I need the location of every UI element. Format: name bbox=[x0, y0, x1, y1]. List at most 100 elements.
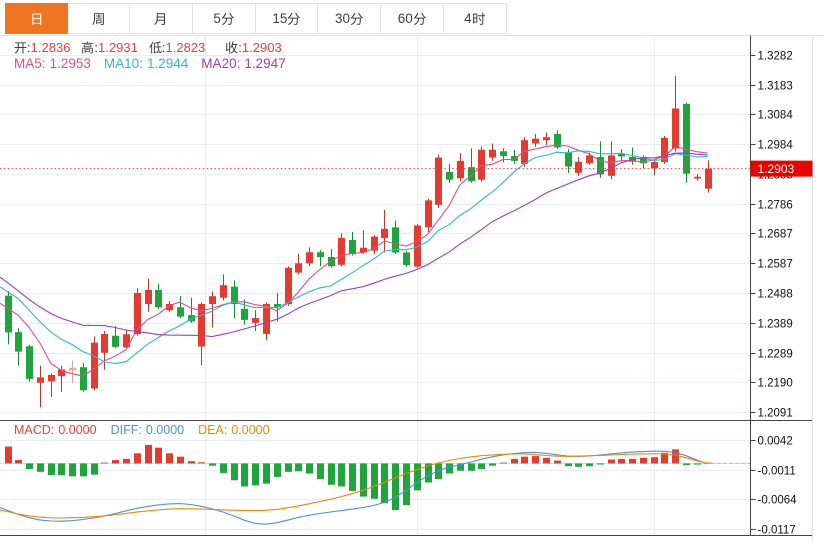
macd-bar bbox=[198, 462, 205, 464]
grid-lines bbox=[0, 36, 751, 536]
legend-label: MACD: bbox=[14, 423, 55, 437]
tab-5min[interactable]: 5 bbox=[193, 3, 256, 34]
tab-daily[interactable] bbox=[5, 3, 68, 34]
macd-bar bbox=[134, 453, 141, 464]
candle bbox=[457, 153, 464, 182]
candle bbox=[328, 248, 335, 268]
macd-bar bbox=[26, 463, 33, 470]
candle bbox=[403, 251, 410, 267]
cjk-glyph bbox=[221, 12, 234, 25]
tab-4hour[interactable]: 4 bbox=[443, 3, 507, 34]
cjk-glyph bbox=[154, 13, 166, 25]
macd-bar bbox=[457, 463, 464, 471]
price-plot-area[interactable] bbox=[0, 36, 751, 421]
legend-value: 1.2836 bbox=[30, 40, 71, 55]
candle bbox=[468, 148, 475, 183]
macd-bar bbox=[618, 458, 625, 464]
candle bbox=[177, 296, 184, 319]
macd-bar bbox=[468, 463, 475, 471]
candle bbox=[91, 336, 98, 390]
macd-bar bbox=[58, 463, 65, 476]
macd-bar bbox=[177, 456, 184, 464]
macd-bar bbox=[608, 459, 615, 464]
macd-bar bbox=[597, 463, 604, 465]
price-axis-label: 1.2587 bbox=[758, 259, 793, 271]
candle bbox=[705, 160, 712, 193]
candle bbox=[101, 330, 108, 370]
candle bbox=[5, 291, 12, 345]
macd-bar bbox=[629, 458, 636, 464]
macd-histogram bbox=[5, 444, 712, 511]
candle bbox=[371, 235, 378, 254]
macd-bar bbox=[392, 463, 399, 511]
candle bbox=[349, 231, 356, 256]
macd-bar bbox=[241, 463, 248, 487]
macd-bar bbox=[554, 460, 561, 464]
macd-legend-dea: DEA: 0.0000 bbox=[198, 423, 269, 437]
macd-bar bbox=[349, 463, 356, 491]
candle bbox=[683, 102, 690, 183]
cjk-glyph bbox=[350, 12, 364, 25]
macd-legend-diff: DIFF: 0.0000 bbox=[111, 423, 185, 437]
tab-weekly[interactable] bbox=[67, 3, 131, 34]
price-axis-label: 1.3282 bbox=[758, 51, 793, 63]
candle bbox=[575, 156, 582, 176]
macd-bar bbox=[91, 463, 98, 475]
macd-bar bbox=[295, 463, 302, 472]
macd-legend: MACD: 0.0000 DIFF: 0.0000 DEA: 0.0000 bbox=[14, 423, 284, 437]
price-axis-label: 1.2190 bbox=[758, 378, 793, 390]
tab-15min[interactable]: 15 bbox=[255, 3, 319, 34]
candle bbox=[554, 130, 561, 149]
price-axis-label: 1.3084 bbox=[758, 110, 794, 122]
macd-plot-area[interactable] bbox=[0, 421, 751, 536]
candle bbox=[69, 360, 76, 383]
panel-borders bbox=[0, 35, 824, 541]
cjk-glyph bbox=[82, 41, 94, 54]
macd-bar bbox=[15, 460, 22, 464]
macd-bar bbox=[414, 463, 421, 491]
legend-label: : bbox=[14, 40, 31, 55]
tab-monthly[interactable] bbox=[130, 3, 194, 34]
macd-bar bbox=[209, 463, 216, 466]
candle bbox=[220, 274, 227, 301]
current-price-tag-label: 1.2903 bbox=[758, 162, 795, 176]
ma-line-ma5 bbox=[0, 144, 708, 377]
ohlc-legend-open: :1.2836 bbox=[14, 40, 70, 55]
macd-bar bbox=[145, 444, 152, 464]
macd-axis-label: -0.0011 bbox=[758, 466, 796, 478]
candle bbox=[37, 365, 44, 408]
tab-30min[interactable]: 30 bbox=[318, 3, 382, 34]
candle bbox=[241, 299, 248, 325]
ma-legend-ma5: MA5: 1.2953 bbox=[14, 56, 91, 71]
macd-bar bbox=[640, 457, 647, 464]
macd-bar bbox=[360, 463, 367, 497]
price-axis-label: 1.3183 bbox=[758, 81, 793, 93]
macd-bar bbox=[489, 463, 496, 466]
macd-bar bbox=[683, 463, 690, 466]
macd-bar bbox=[500, 462, 507, 464]
candle bbox=[155, 283, 162, 309]
ma-legend: MA5: 1.2953 MA10: 1.2944 MA20: 1.2947 bbox=[14, 56, 299, 71]
macd-bar bbox=[446, 463, 453, 474]
candle bbox=[26, 345, 33, 382]
macd-bar bbox=[285, 463, 292, 472]
macd-bar bbox=[672, 449, 679, 464]
ohlc-legend-low: :1.2823 bbox=[149, 40, 205, 55]
legend-value: 1.2823 bbox=[165, 40, 206, 55]
legend-label: MA20: bbox=[201, 56, 241, 71]
price-axis-label: 1.2984 bbox=[758, 140, 794, 152]
price-axis-label: 1.2488 bbox=[758, 289, 793, 301]
candle bbox=[209, 291, 216, 328]
macd-bar bbox=[188, 461, 195, 464]
legend-value: 1.2953 bbox=[49, 56, 91, 71]
macd-bar bbox=[123, 458, 130, 464]
macd-bar bbox=[252, 463, 259, 486]
macd-bar bbox=[403, 463, 410, 505]
macd-bar bbox=[80, 463, 87, 477]
tab-60min[interactable]: 60 bbox=[381, 3, 444, 34]
candle bbox=[651, 159, 658, 175]
macd-bar bbox=[328, 463, 335, 485]
candle bbox=[145, 278, 152, 312]
macd-axis-label: -0.0117 bbox=[758, 525, 796, 537]
